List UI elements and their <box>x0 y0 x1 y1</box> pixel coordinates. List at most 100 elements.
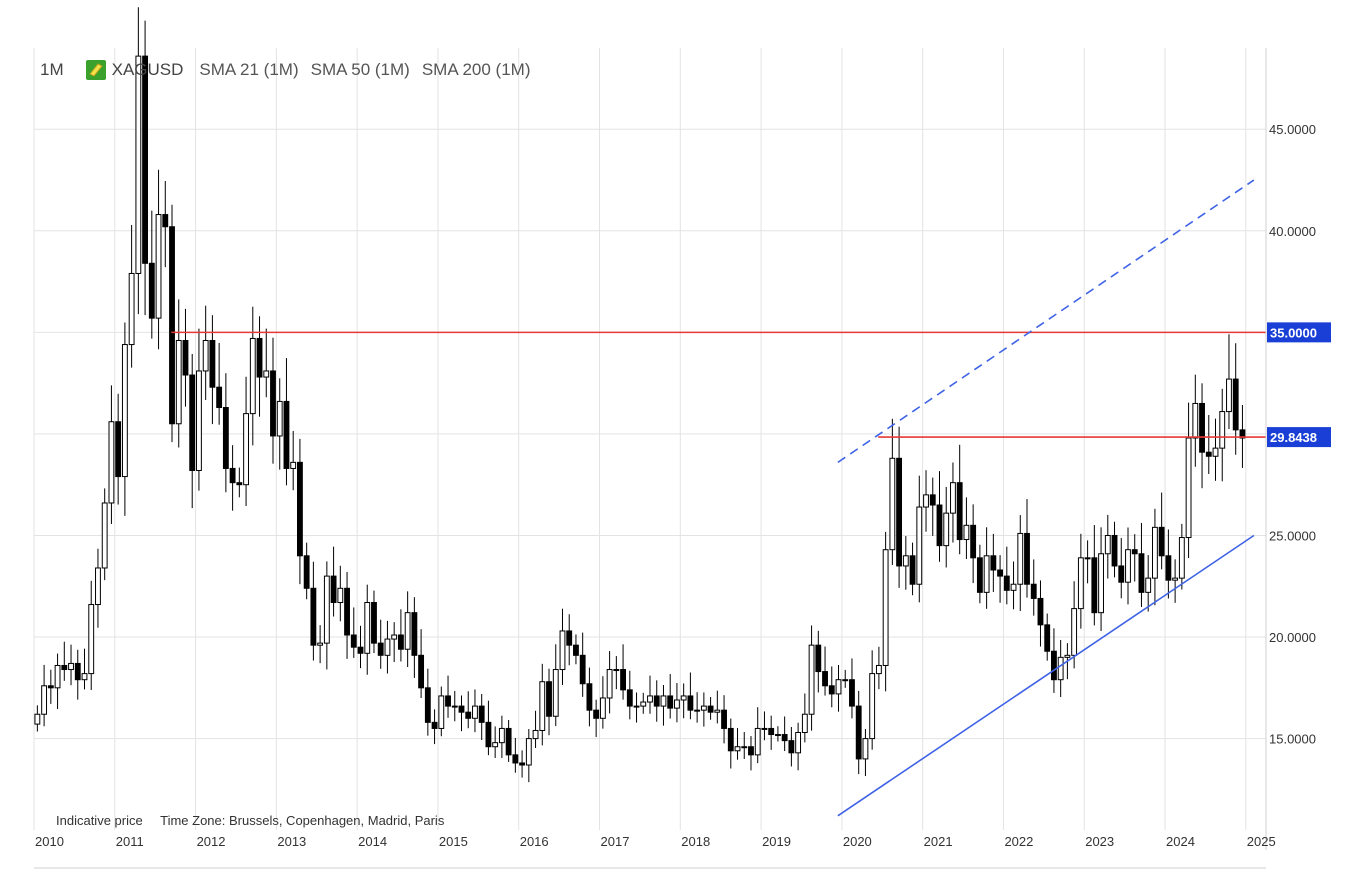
candle <box>687 672 694 720</box>
candle <box>620 644 626 700</box>
candle <box>801 693 808 743</box>
support-trend-line <box>837 534 1255 817</box>
candle-body <box>929 494 936 506</box>
candle-body <box>525 738 532 766</box>
candle-body <box>445 695 451 707</box>
candle-body <box>956 482 963 541</box>
candle-body <box>983 555 990 593</box>
candle <box>923 470 929 532</box>
candle-body <box>573 644 579 656</box>
candle-body <box>323 575 330 644</box>
candle-body <box>216 386 223 409</box>
candle <box>1185 402 1192 558</box>
candle-body <box>505 727 512 756</box>
candle <box>121 322 128 516</box>
candle-body <box>1064 654 1071 658</box>
candle-body <box>424 687 431 723</box>
candle-body <box>1077 557 1084 610</box>
candle-body <box>182 339 189 376</box>
candle <box>1219 388 1226 482</box>
candle-body <box>196 370 202 471</box>
candle <box>350 607 357 658</box>
year-tick-label: 2018 <box>681 834 710 849</box>
candle-body <box>1084 557 1091 560</box>
candle-body <box>303 555 310 589</box>
candle <box>707 696 714 720</box>
year-tick-label: 2014 <box>358 834 387 849</box>
symbol-label[interactable]: XAGUSD <box>111 60 184 79</box>
candle <box>1138 522 1145 608</box>
candle <box>956 444 963 555</box>
year-tick-label: 2021 <box>924 834 953 849</box>
candle <box>808 625 815 731</box>
candle <box>74 649 81 700</box>
candle <box>54 653 61 710</box>
candle <box>1192 374 1199 467</box>
candle-body <box>162 214 169 228</box>
candle <box>290 430 297 491</box>
candle <box>573 634 579 665</box>
candle-body <box>1044 624 1051 652</box>
candle <box>970 504 977 584</box>
candle <box>229 445 236 511</box>
indicator-label[interactable]: SMA 21 (1M) <box>199 60 299 79</box>
candle <box>34 705 41 732</box>
indicator-label[interactable]: SMA 200 (1M) <box>421 60 531 79</box>
candle <box>391 622 398 663</box>
candle <box>1091 525 1098 626</box>
candle-body <box>990 555 997 571</box>
timeframe-label[interactable]: 1M <box>40 60 64 79</box>
candle <box>1010 561 1017 610</box>
candle-body <box>404 612 411 650</box>
candle <box>209 315 216 425</box>
candle-body <box>862 738 869 760</box>
candle-body <box>1071 608 1078 656</box>
candle <box>754 707 761 764</box>
year-tick-label: 2011 <box>116 834 144 849</box>
candle <box>68 644 74 686</box>
candle <box>768 715 775 750</box>
candle-body <box>613 669 620 672</box>
candle-body <box>546 681 552 717</box>
candle <box>1071 581 1078 669</box>
candle <box>135 7 142 315</box>
indicator-label[interactable]: SMA 50 (1M) <box>310 60 410 79</box>
candle-body <box>633 705 640 708</box>
candle-body <box>680 695 687 701</box>
candle-body <box>229 467 236 484</box>
candle <box>997 555 1004 603</box>
candle <box>593 699 600 738</box>
candle <box>862 729 869 777</box>
candle-body <box>1145 577 1152 593</box>
year-tick-label: 2010 <box>35 834 64 849</box>
candle-body <box>694 709 701 712</box>
candle <box>142 20 149 316</box>
candle-body <box>155 214 162 319</box>
candle-body <box>1158 526 1165 557</box>
candle-body <box>68 662 74 671</box>
candle-body <box>808 644 815 715</box>
candle-body <box>270 370 276 437</box>
chart-header: 1M XAGUSD SMA 21 (1M) SMA 50 (1M) SMA 20… <box>40 60 542 80</box>
candle-body <box>768 727 775 736</box>
candle-body <box>660 695 667 707</box>
candle-body <box>875 664 882 675</box>
year-tick-label: 2013 <box>277 834 306 849</box>
candle-body <box>889 457 896 551</box>
candle <box>222 373 229 493</box>
candle <box>216 342 223 425</box>
candle <box>532 710 539 748</box>
candle <box>1104 514 1111 579</box>
channel-upper-line <box>837 179 1255 464</box>
candle-body <box>492 742 499 748</box>
candle <box>566 614 573 666</box>
drawn-lines[interactable]: 35.0000 29.8438 <box>171 179 1331 817</box>
candle <box>451 690 458 722</box>
candle <box>175 299 182 448</box>
candle <box>465 691 472 729</box>
candle-body <box>1232 378 1239 431</box>
candle <box>276 378 283 470</box>
candle <box>929 477 936 536</box>
chart-footnote: Indicative price Time Zone: Brussels, Co… <box>56 813 458 828</box>
